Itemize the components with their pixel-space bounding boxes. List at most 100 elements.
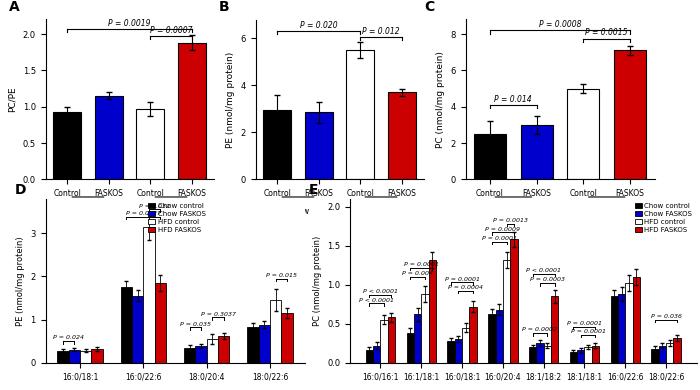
Bar (462, 328, 470, 363)
Bar (94, 96, 123, 179)
Bar (521, 125, 552, 179)
Bar (206, 339, 218, 363)
Text: P = 0.0008: P = 0.0008 (539, 20, 581, 29)
Text: P = 0.0015: P = 0.0015 (585, 28, 628, 37)
Bar (53, 112, 81, 179)
Bar (388, 317, 395, 363)
Bar (80, 351, 92, 363)
Bar (270, 300, 281, 363)
Bar (380, 320, 388, 363)
Text: HFD: HFD (598, 207, 615, 216)
Legend: Chow control, Chow FASKOS, HFD control, HFD FASKOS: Chow control, Chow FASKOS, HFD control, … (148, 202, 206, 234)
Bar (132, 296, 144, 363)
Text: P = 0.0001: P = 0.0001 (570, 329, 606, 334)
Text: P = 0.036: P = 0.036 (650, 314, 682, 319)
Text: P = 0.0013: P = 0.0013 (493, 218, 528, 223)
Bar (666, 343, 673, 363)
Text: Chow: Chow (76, 207, 99, 216)
Bar (551, 296, 559, 363)
Text: P = 0.032: P = 0.032 (139, 204, 170, 209)
Bar (304, 112, 333, 179)
Text: P = 0.0001: P = 0.0001 (444, 277, 480, 282)
Bar (633, 277, 640, 363)
Text: P = 0.0027: P = 0.0027 (126, 211, 161, 216)
Text: P = 0.3037: P = 0.3037 (200, 312, 235, 317)
Text: HFD: HFD (372, 207, 390, 216)
Bar (544, 346, 551, 363)
Bar (407, 333, 414, 363)
Bar (673, 338, 680, 363)
Y-axis label: PC (nmol/mg protein): PC (nmol/mg protein) (436, 51, 445, 148)
Legend: Chow control, Chow FASKOS, HFD control, HFD FASKOS: Chow control, Chow FASKOS, HFD control, … (634, 202, 693, 234)
Text: P = 0.012: P = 0.012 (362, 27, 400, 36)
Text: P = 0.020: P = 0.020 (300, 21, 337, 30)
Bar (184, 347, 195, 363)
Bar (447, 341, 455, 363)
Bar (195, 346, 206, 363)
Text: P = 0.0004: P = 0.0004 (448, 285, 483, 290)
Text: E: E (309, 183, 318, 197)
Text: A: A (8, 0, 20, 14)
Bar (69, 350, 80, 363)
Bar (414, 314, 421, 363)
Bar (625, 283, 633, 363)
Bar (258, 325, 270, 363)
Text: P = 0.0007: P = 0.0007 (150, 26, 192, 35)
Bar (488, 314, 496, 363)
Text: P = 0.0002: P = 0.0002 (522, 327, 557, 332)
Y-axis label: PE (nmol/mg protein): PE (nmol/mg protein) (16, 236, 25, 326)
Text: P = 0.0001: P = 0.0001 (482, 236, 517, 241)
Bar (247, 327, 258, 363)
Text: HFD: HFD (162, 207, 180, 216)
Bar (92, 349, 103, 363)
Text: B: B (218, 0, 229, 14)
Text: P = 0.0009: P = 0.0009 (485, 227, 520, 232)
Bar (568, 89, 599, 179)
Y-axis label: PC/PE: PC/PE (8, 87, 17, 112)
Bar (155, 283, 166, 363)
Bar (652, 349, 659, 363)
Text: P = 0.004: P = 0.004 (402, 271, 433, 276)
Bar (659, 346, 666, 363)
Bar (218, 336, 230, 363)
Bar (144, 227, 155, 363)
Text: P = 0.0001: P = 0.0001 (567, 321, 602, 326)
Bar (346, 50, 375, 179)
Bar (57, 351, 69, 363)
Y-axis label: PE (nmol/mg protein): PE (nmol/mg protein) (226, 51, 234, 147)
Text: Chow: Chow (502, 207, 525, 216)
Text: P < 0.0001: P < 0.0001 (359, 298, 394, 303)
Bar (281, 313, 293, 363)
Bar (136, 109, 164, 179)
Text: P = 0.035: P = 0.035 (180, 322, 211, 327)
Bar (510, 239, 517, 363)
Bar (536, 343, 544, 363)
Bar (421, 294, 428, 363)
Bar (618, 294, 625, 363)
Text: P < 0.0001: P < 0.0001 (526, 268, 561, 273)
Bar (496, 310, 503, 363)
Text: P = 0.015: P = 0.015 (266, 273, 297, 278)
Bar (610, 296, 618, 363)
Bar (614, 50, 646, 179)
Text: Chow: Chow (286, 207, 309, 216)
Text: P = 0.0019: P = 0.0019 (108, 19, 150, 28)
Bar (365, 350, 373, 363)
Text: P < 0.0001: P < 0.0001 (363, 289, 398, 294)
Bar (584, 347, 592, 363)
Bar (570, 352, 577, 363)
Text: P = 0.024: P = 0.024 (53, 335, 84, 340)
Bar (503, 260, 510, 363)
Bar (373, 346, 380, 363)
Text: C: C (424, 0, 434, 14)
Y-axis label: PC (nmol/mg protein): PC (nmol/mg protein) (313, 236, 321, 326)
Bar (120, 287, 132, 363)
Text: D: D (15, 183, 26, 197)
Bar (592, 346, 599, 363)
Bar (529, 347, 536, 363)
Bar (263, 110, 291, 179)
Bar (470, 307, 477, 363)
Bar (388, 92, 416, 179)
Text: P = 0.0001: P = 0.0001 (404, 262, 439, 267)
Bar (577, 350, 584, 363)
